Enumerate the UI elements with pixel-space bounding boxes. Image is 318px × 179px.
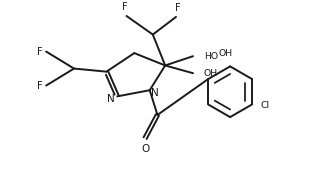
Text: F: F xyxy=(122,2,128,12)
Text: OH: OH xyxy=(218,49,232,58)
Text: HO: HO xyxy=(204,52,218,61)
Text: N: N xyxy=(107,95,114,105)
Text: O: O xyxy=(141,144,149,154)
Text: N: N xyxy=(151,88,159,98)
Text: F: F xyxy=(175,3,180,13)
Text: F: F xyxy=(37,81,42,91)
Text: Cl: Cl xyxy=(261,101,270,110)
Text: F: F xyxy=(37,47,42,57)
Text: OH: OH xyxy=(204,69,218,78)
